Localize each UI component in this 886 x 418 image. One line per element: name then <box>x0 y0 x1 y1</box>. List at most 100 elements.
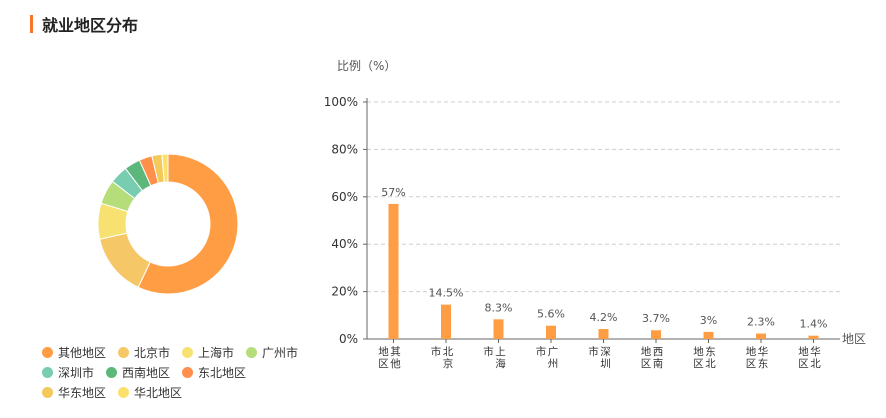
y-tick-label: 0% <box>339 332 358 346</box>
bar-data-label: 3% <box>700 314 717 327</box>
x-tick-label: 东北地区 <box>693 345 716 370</box>
legend-swatch <box>42 386 53 398</box>
x-tick-label: 深圳市 <box>588 345 611 370</box>
legend-label: 其他地区 <box>58 345 107 360</box>
svg-text:地: 地 <box>746 345 757 358</box>
legend-swatch <box>106 366 118 378</box>
bar[interactable] <box>756 333 766 339</box>
svg-text:市: 市 <box>483 345 494 358</box>
svg-text:区: 区 <box>693 358 704 370</box>
legend-item[interactable]: 广州市 <box>246 344 298 361</box>
bar[interactable] <box>546 325 556 339</box>
svg-text:他: 他 <box>390 357 401 370</box>
x-tick-label: 广州市 <box>536 345 559 370</box>
svg-text:华: 华 <box>810 345 821 358</box>
legend-label: 上海市 <box>198 345 235 360</box>
legend-label: 广州市 <box>262 345 299 360</box>
legend-swatch <box>42 366 53 378</box>
bar[interactable] <box>493 319 504 339</box>
legend-item[interactable]: 其他地区 <box>42 344 106 361</box>
donut-slice <box>161 153 169 183</box>
legend-label: 东北地区 <box>198 365 247 380</box>
bar[interactable] <box>598 329 609 339</box>
svg-text:西: 西 <box>653 346 664 358</box>
bar-data-label: 14.5% <box>429 287 464 300</box>
svg-text:华: 华 <box>758 345 769 358</box>
legend-swatch <box>118 346 130 358</box>
svg-text:州: 州 <box>548 358 559 370</box>
donut-legend: 其他地区 北京市 上海市 广州市深圳市 西南地区 东北地区华东地区 华北地区 <box>42 342 312 402</box>
svg-text:区: 区 <box>378 358 389 370</box>
legend-item[interactable]: 西南地区 <box>106 364 170 381</box>
svg-text:区: 区 <box>798 358 809 370</box>
legend-label: 北京市 <box>134 345 171 360</box>
legend-item[interactable]: 华东地区 <box>42 384 106 401</box>
svg-text:圳: 圳 <box>600 358 611 370</box>
bar-data-label: 57% <box>381 186 405 199</box>
x-axis-label: 地区 <box>842 332 866 346</box>
svg-text:东: 东 <box>705 345 716 358</box>
legend-swatch <box>42 346 53 358</box>
x-tick-label: 其他地区 <box>378 345 401 370</box>
y-tick-label: 20% <box>331 285 358 299</box>
legend-label: 华东地区 <box>58 385 107 400</box>
bar[interactable] <box>441 304 451 339</box>
legend-label: 西南地区 <box>122 365 171 380</box>
svg-text:广: 广 <box>548 346 559 358</box>
x-tick-label: 上海市 <box>483 345 506 370</box>
svg-text:市: 市 <box>536 345 547 358</box>
svg-text:市: 市 <box>431 345 442 358</box>
page-title: 就业地区分布 <box>42 16 139 35</box>
bar[interactable] <box>388 203 399 339</box>
svg-text:东: 东 <box>758 357 769 370</box>
x-tick-label: 华东地区 <box>746 345 769 370</box>
svg-text:区: 区 <box>746 358 757 370</box>
svg-text:其: 其 <box>390 346 401 358</box>
svg-text:地: 地 <box>798 345 809 358</box>
legend-item[interactable]: 华北地区 <box>118 384 182 401</box>
title-accent-bar <box>30 15 33 33</box>
svg-text:地: 地 <box>641 345 652 358</box>
bar[interactable] <box>703 331 714 339</box>
svg-text:区: 区 <box>641 358 652 370</box>
svg-text:海: 海 <box>495 357 506 370</box>
bar-data-label: 2.3% <box>747 316 775 329</box>
svg-text:地: 地 <box>378 345 389 358</box>
donut-slice <box>137 153 239 295</box>
x-tick-label: 西南地区 <box>641 345 664 370</box>
legend-label: 深圳市 <box>58 365 95 380</box>
y-axis-label: 比例（%） <box>337 59 396 73</box>
y-tick-label: 80% <box>331 142 358 156</box>
svg-text:北: 北 <box>705 358 716 370</box>
legend-swatch <box>246 346 258 358</box>
svg-text:深: 深 <box>600 346 611 358</box>
legend-item[interactable]: 上海市 <box>182 344 234 361</box>
svg-text:市: 市 <box>588 345 599 358</box>
legend-swatch <box>118 386 130 398</box>
legend-item[interactable]: 北京市 <box>118 344 170 361</box>
section-header: 就业地区分布 <box>30 14 139 35</box>
bar-data-label: 8.3% <box>485 301 513 314</box>
bar-data-label: 1.4% <box>800 318 828 331</box>
legend-item[interactable]: 东北地区 <box>182 364 246 381</box>
svg-text:京: 京 <box>443 357 454 370</box>
bar-data-label: 3.7% <box>642 312 670 325</box>
legend-swatch <box>182 346 194 358</box>
svg-text:北: 北 <box>810 358 821 370</box>
x-tick-label: 北京市 <box>431 345 454 370</box>
svg-text:北: 北 <box>443 346 454 358</box>
svg-text:地: 地 <box>693 345 704 358</box>
y-tick-label: 100% <box>324 95 358 109</box>
bar-data-label: 4.2% <box>590 311 618 324</box>
legend-swatch <box>182 366 194 378</box>
svg-text:上: 上 <box>495 346 506 358</box>
bar[interactable] <box>808 335 819 339</box>
y-tick-label: 40% <box>331 237 358 251</box>
x-tick-label: 华北地区 <box>798 345 821 370</box>
y-tick-label: 60% <box>331 190 358 204</box>
legend-item[interactable]: 深圳市 <box>42 364 94 381</box>
bar-data-label: 5.6% <box>537 308 565 321</box>
bar[interactable] <box>651 330 661 339</box>
